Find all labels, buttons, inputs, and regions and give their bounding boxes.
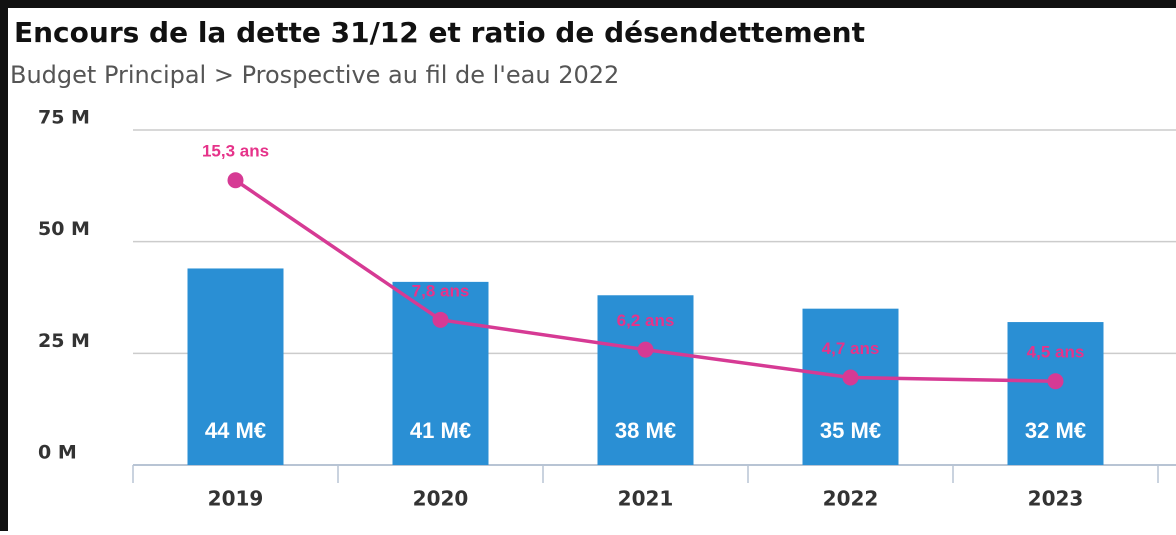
frame-top [0, 0, 1176, 8]
x-tick-label: 2019 [208, 487, 264, 511]
line-point [227, 172, 244, 189]
bar-value-label: 44 M€ [205, 418, 266, 443]
bar-value-label: 35 M€ [820, 418, 881, 443]
x-tick-label: 2023 [1028, 487, 1084, 511]
line-value-label: 4,7 ans [822, 339, 880, 358]
frame-left [0, 0, 8, 531]
line-value-label: 4,5 ans [1027, 343, 1085, 362]
line-point [432, 311, 449, 328]
chart-subtitle: Budget Principal > Prospective au fil de… [10, 61, 619, 89]
line-value-label: 15,3 ans [202, 142, 269, 161]
y-tick-label: 25 M [38, 330, 90, 352]
y-tick-label: 0 M [38, 442, 77, 464]
chart-title: Encours de la dette 31/12 et ratio de dé… [14, 16, 865, 49]
bar-value-label: 32 M€ [1025, 418, 1086, 443]
line-point [1047, 373, 1064, 390]
bar [187, 268, 284, 465]
y-tick-label: 50 M [38, 218, 90, 240]
line-point [637, 341, 654, 358]
line-value-label: 6,2 ans [617, 311, 675, 330]
bar [802, 308, 899, 465]
line-value-label: 7,8 ans [412, 281, 470, 300]
line-point [842, 369, 859, 386]
y-tick-label: 75 M [38, 107, 90, 129]
x-tick-label: 2021 [618, 487, 674, 511]
bar-value-label: 41 M€ [410, 418, 471, 443]
bar [1007, 322, 1104, 465]
x-tick-label: 2022 [823, 487, 879, 511]
bar [597, 295, 694, 465]
x-tick-label: 2020 [413, 487, 469, 511]
bar-value-label: 38 M€ [615, 418, 676, 443]
